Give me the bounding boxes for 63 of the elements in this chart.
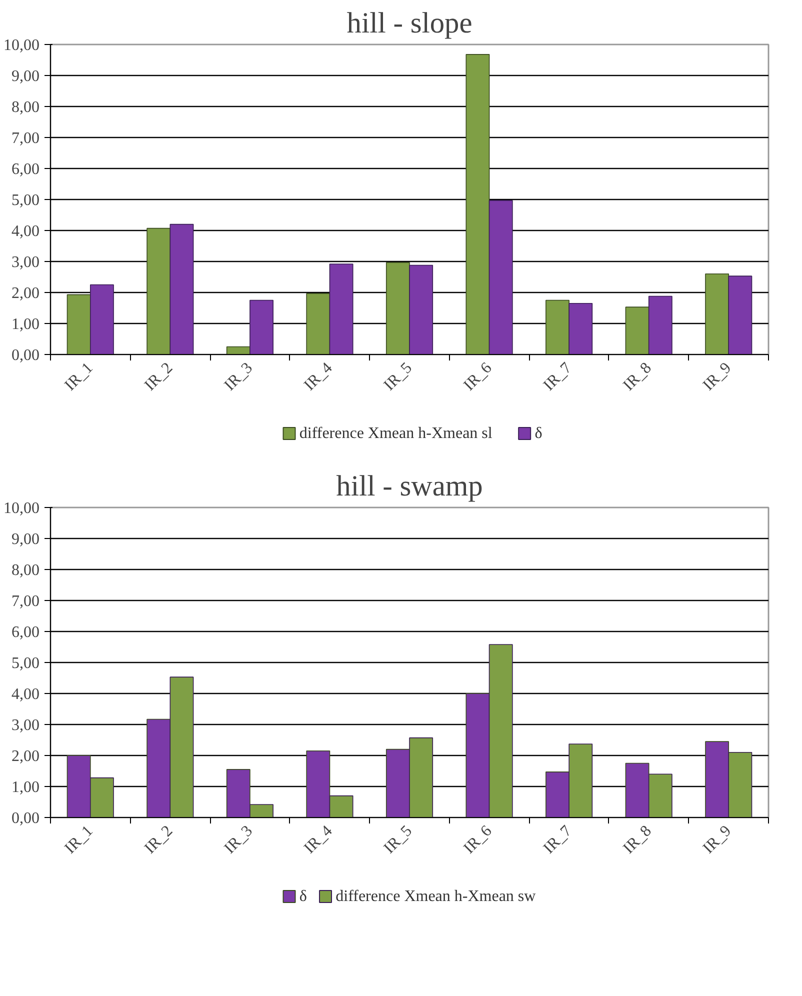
chart-title: hill - slope — [346, 8, 472, 40]
bar — [648, 774, 672, 818]
bar — [329, 264, 354, 354]
bar — [90, 777, 114, 818]
y-tick-label: 9,00 — [12, 68, 40, 85]
bar — [170, 224, 194, 354]
bar — [250, 300, 274, 354]
legend-label: difference Xmean h-Xmean sl — [299, 425, 493, 442]
y-tick-label: 5,00 — [12, 655, 40, 672]
bar — [728, 752, 752, 818]
y-tick-label: 10,00 — [4, 37, 40, 54]
bar — [625, 306, 650, 354]
bar — [386, 748, 410, 818]
bar — [146, 718, 171, 818]
bar — [568, 744, 593, 818]
y-tick-label: 6,00 — [12, 624, 40, 641]
bar — [306, 750, 330, 818]
legend-label: difference Xmean h-Xmean sw — [336, 888, 536, 905]
bar — [306, 293, 330, 354]
y-tick-label: 3,00 — [12, 254, 40, 271]
y-tick-label: 4,00 — [12, 223, 40, 240]
bar — [250, 804, 274, 818]
bar — [66, 755, 91, 818]
bar — [466, 693, 490, 818]
y-tick-label: 4,00 — [12, 686, 40, 703]
bar — [488, 644, 513, 818]
y-tick-label: 1,00 — [12, 316, 40, 333]
bar — [329, 795, 354, 818]
bar — [66, 294, 91, 354]
bar — [170, 676, 194, 818]
bar — [146, 228, 171, 354]
y-tick-label: 8,00 — [12, 562, 40, 579]
bar — [705, 741, 730, 818]
y-tick-label: 2,00 — [12, 285, 40, 302]
y-tick-label: 8,00 — [12, 99, 40, 116]
y-tick-label: 9,00 — [12, 531, 40, 548]
bar — [625, 762, 650, 818]
bar — [488, 200, 513, 354]
y-tick-label: 3,00 — [12, 717, 40, 734]
chart-title: hill - swamp — [336, 470, 483, 502]
bar — [568, 302, 593, 354]
bar — [409, 264, 434, 354]
bar — [546, 772, 570, 818]
y-tick-label: 2,00 — [12, 748, 40, 765]
y-tick-label: 0,00 — [12, 810, 40, 827]
y-tick-label: 7,00 — [12, 130, 40, 147]
legend-label: δ — [299, 888, 307, 905]
y-tick-label: 0,00 — [12, 347, 40, 364]
y-tick-label: 1,00 — [12, 779, 40, 796]
legend-label: δ — [534, 425, 542, 442]
bar — [409, 737, 434, 818]
y-tick-label: 7,00 — [12, 593, 40, 610]
y-tick-label: 6,00 — [12, 161, 40, 178]
bar — [648, 296, 672, 354]
bar — [386, 262, 410, 354]
bar — [546, 300, 570, 354]
y-tick-label: 10,00 — [4, 500, 40, 517]
y-tick-label: 5,00 — [12, 192, 40, 209]
bar — [90, 284, 114, 354]
bar — [466, 54, 490, 354]
bar — [728, 276, 752, 354]
bar — [226, 769, 250, 818]
bar — [705, 274, 730, 354]
